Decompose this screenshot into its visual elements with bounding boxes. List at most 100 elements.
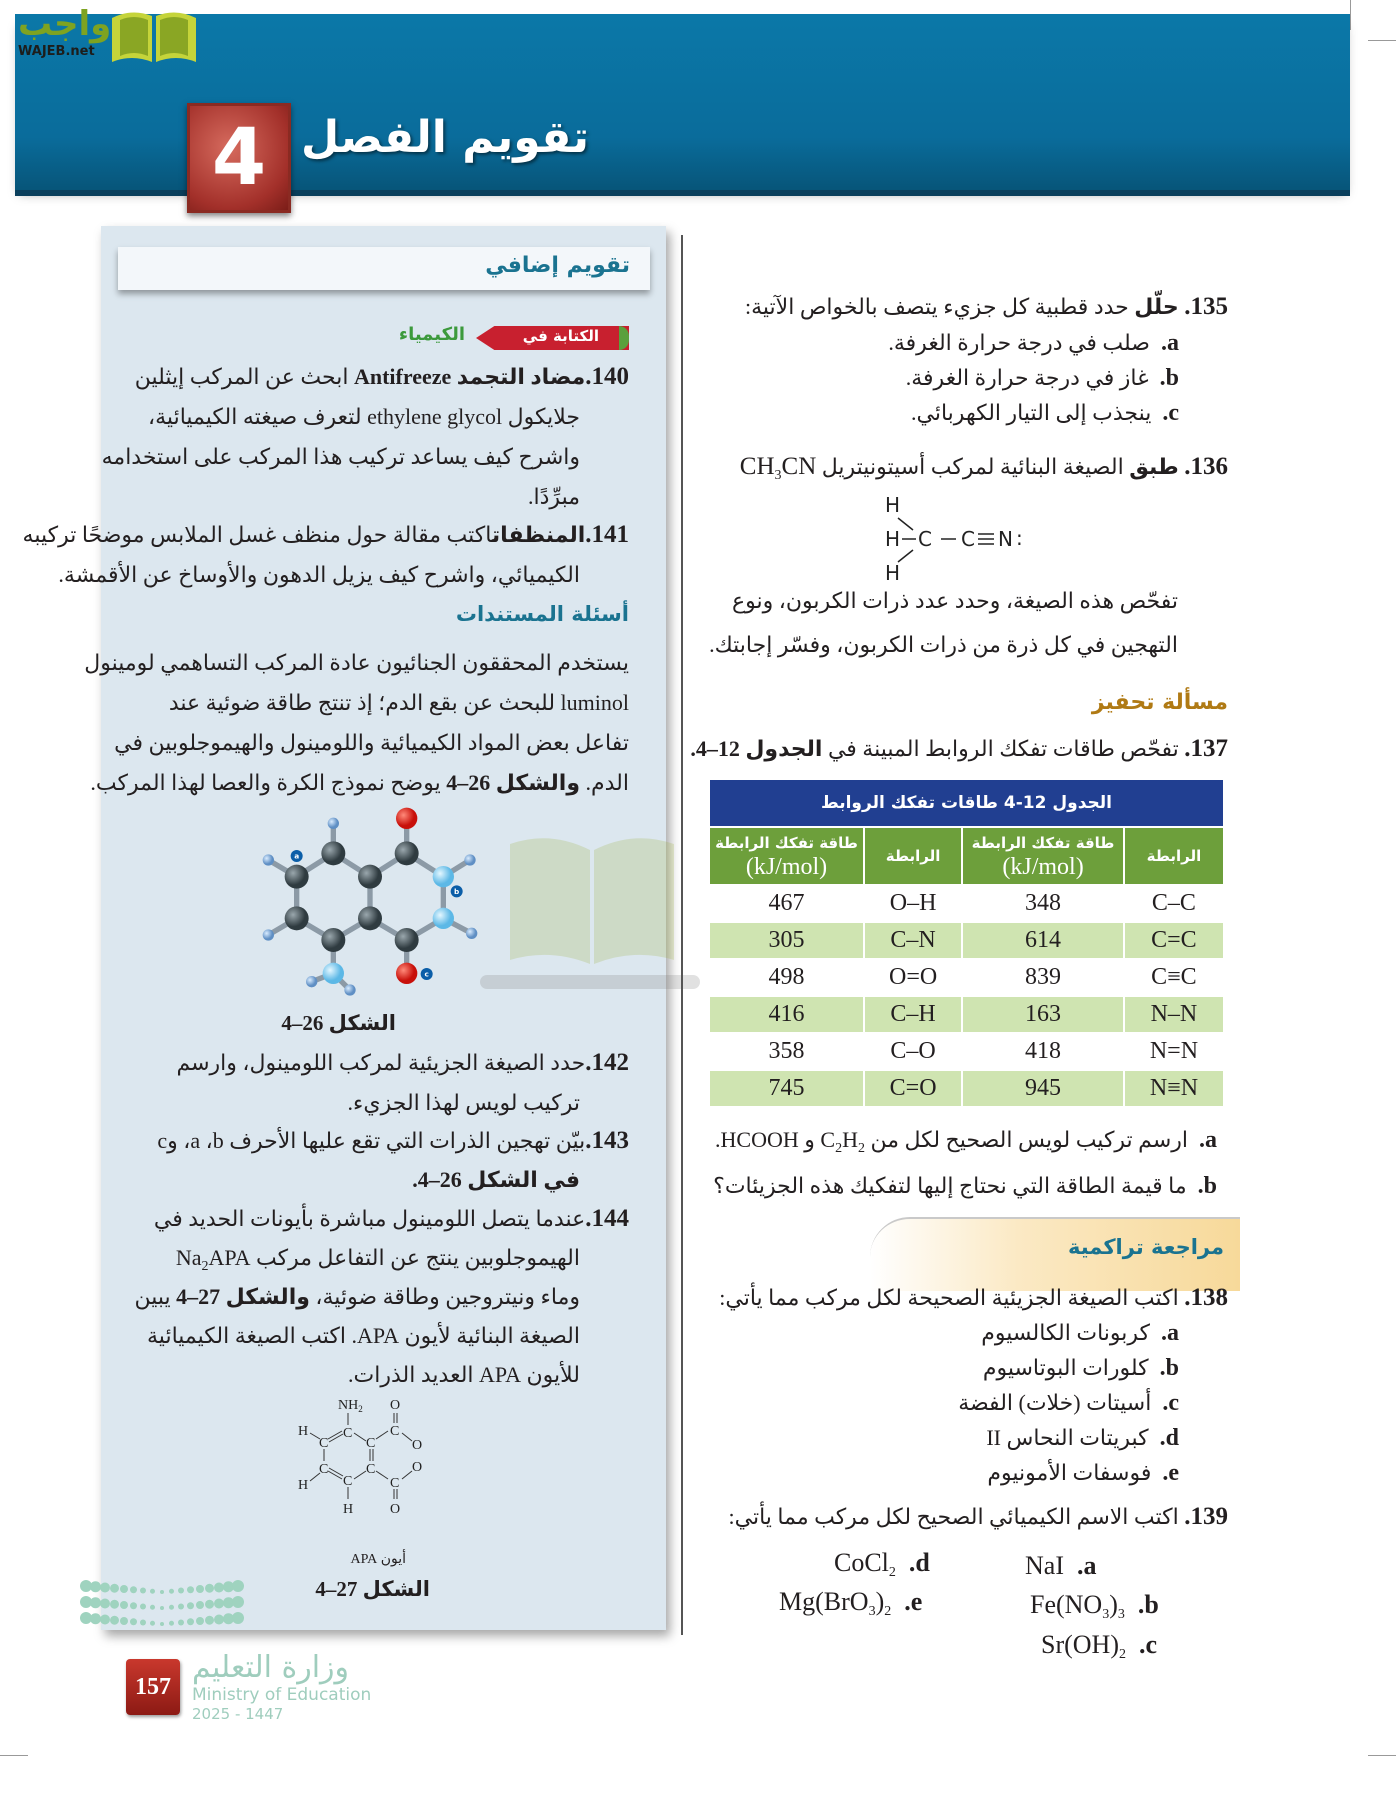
question-line: الصيغة البنائية لأيون APA. اكتب الصيغة ا… [147,1323,580,1348]
question-number: 140. [585,363,629,390]
logo-latin: WAJEB.net [18,44,95,59]
atom-o-minus: O [412,1438,422,1453]
question-line: الكيميائي، واشرح كيف يزيل الدهون والأوسا… [58,562,580,587]
extra-assessment-header: تقويم إضافي [118,247,650,290]
formula: Sr(OH) [1041,1630,1119,1659]
bond-cell: C–O [862,1032,964,1071]
documents-paragraph-line: تفاعل بعض المواد الكيميائية واللومينول و… [114,730,629,755]
atom-h: H [885,527,900,551]
list-item: c. ينجذب إلى التيار الكهربائي. [911,398,1179,428]
documents-paragraph-line: يستخدم المحققون الجنائيون عادة المركب ال… [84,650,629,675]
documents-section-title: أسئلة المستندات [455,602,629,626]
question-number: 139. [1184,1503,1228,1530]
energy-cell: 348 [961,884,1125,923]
table-ref: الجدول 12–4. [690,736,823,761]
logo-dot [214,1614,224,1625]
logo-dot [120,1585,128,1593]
figure-ref: والشكل 26–4 [446,770,581,795]
compound-e: Mg(BrO3)2 .e [779,1587,922,1620]
chapter-number-badge: 4 [187,103,291,213]
question-137: 137. تفحّص طاقات تفكك الروابط المبينة في… [690,734,1228,764]
chapter-title: تقويم الفصل [300,112,590,163]
text: طاقة تفكك الرابطة [715,833,858,852]
ministry-dots-logo [80,1580,244,1626]
logo-dot [80,1612,92,1624]
tag-cap [619,326,629,350]
question-144: 144.عندما يتصل اللومينول مباشرة بأيونات … [154,1204,629,1234]
question-number: 138. [1184,1284,1228,1311]
question-number: 142. [585,1049,629,1076]
item-letter: c. [1162,400,1179,426]
atom-o: O [390,1398,400,1413]
atom-h: H [343,1502,353,1517]
logo-dot [140,1587,146,1594]
question-text: ابحث عن المركب إيثلين [134,364,349,389]
logo-dot [110,1583,119,1593]
logo-dot [223,1581,234,1593]
question-line: وماء ونيتروجين وطاقة ضوئية، والشكل 27–4 … [134,1282,580,1312]
text: H [842,1127,858,1152]
oxygen-atoms [396,807,418,984]
question-141: 141.المنظفاتاكتب مقالة حول منظف غسل المل… [23,520,629,550]
challenge-section-title: مسألة تحفيز [1091,690,1228,715]
logo-arabic: واجب [18,4,112,44]
item-letter: .d [908,1548,930,1577]
list-item: b. كلورات البوتاسيوم [983,1353,1179,1383]
table-row: C=C 614 C–N 305 [708,921,1226,960]
question-keyword: المنظفات [491,522,586,547]
question-number: 137. [1184,735,1228,762]
question-138: 138. اكتب الصيغة الجزيئية الصحيحة لكل مر… [719,1283,1228,1313]
bond-cell: C–C [1122,884,1226,923]
logo-dot [100,1598,110,1609]
bond-cell: O–H [862,884,964,923]
atom-o: O [390,1502,400,1517]
bond-cell: N≡N [1122,1069,1226,1108]
question-line: جلايكول ethylene glycol لتعرف صيغته الكي… [148,404,580,429]
list-item: b. غاز في درجة حرارة الغرفة. [906,363,1179,393]
logo-dot [160,1622,164,1626]
energy-cell: 614 [961,921,1125,960]
text: طاقة تفكك الرابطة [971,833,1115,852]
logo-dot [205,1615,214,1625]
atom-c: C [319,1436,328,1451]
question-135: 135. حلّل حدد قطبية كل جزيء يتصف بالخواص… [745,292,1228,322]
atom-c: C [390,1476,399,1491]
crop-mark [1368,1755,1396,1756]
atom-h: H [298,1478,308,1493]
item-letter: e. [1162,1460,1179,1486]
logo-dot [150,1588,155,1594]
logo-dot [120,1601,128,1609]
item-letter: a. [1161,1320,1179,1346]
subscript: 2 [884,1604,892,1619]
writing-in-chemistry-tag: الكتابة في [476,326,629,350]
energy-cell: 498 [708,958,865,997]
bond-cell: C≡C [1122,958,1226,997]
logo-dot [205,1583,214,1593]
item-letter: .e [904,1587,923,1616]
logo-dot [187,1586,194,1594]
column-header-bond: الرابطة [862,826,964,886]
text: الهيموجلوبين ينتج عن التفاعل مركب Na [175,1245,580,1270]
logo-dot [178,1603,184,1610]
list-item: e. فوسفات الأمونيوم [987,1458,1179,1488]
column-header-energy: طاقة تفكك الرابطة (kJ/mol) [961,826,1125,886]
text: و HCOOH. [715,1127,821,1152]
atom-h: H [885,561,900,584]
tag-label: الكتابة في [522,327,599,345]
table-row: N–N 163 C–H 416 [708,995,1226,1034]
list-item: a. صلب في درجة حرارة الغرفة. [888,328,1179,358]
item-text: كبريتات النحاس II [986,1425,1149,1450]
question-line: تركيب لويس لهذا الجزيء. [347,1090,580,1115]
question-139: 139. اكتب الاسم الكيميائي الصحيح لكل مرك… [729,1502,1229,1532]
logo-dot [178,1587,184,1594]
text: يبين [134,1284,171,1309]
subscript: 2 [857,1141,865,1156]
column-header-bond: الرابطة [1122,826,1226,886]
item-text: غاز في درجة حرارة الغرفة. [905,365,1149,390]
table-row: N≡N 945 C=O 745 [708,1069,1226,1108]
bond-cell: C=O [862,1069,964,1108]
logo-dot [223,1613,234,1625]
table-row: C≡C 839 O=O 498 [708,958,1226,997]
crop-mark [1350,0,1351,30]
acetonitrile-lewis-structure: H H H C C N : [885,493,1023,584]
